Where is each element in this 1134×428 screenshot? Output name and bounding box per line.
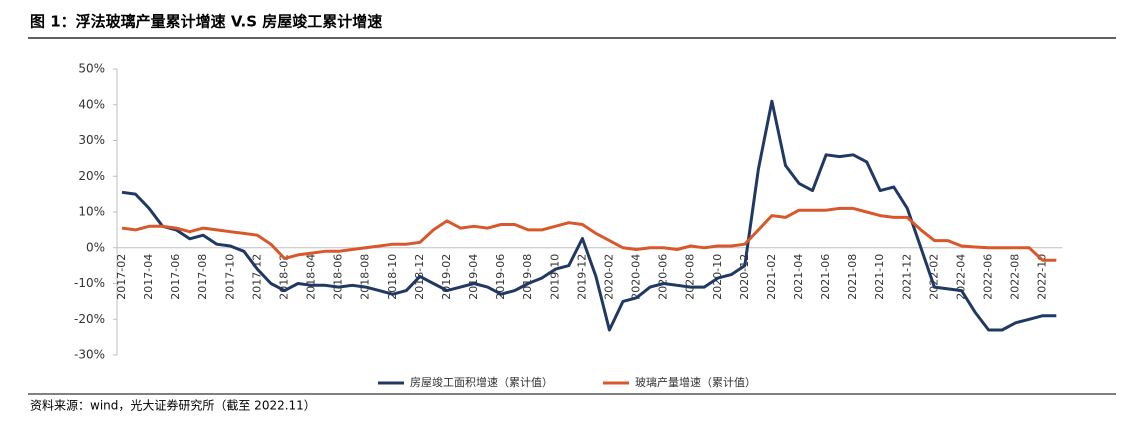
x-tick-label: 2017-02 (115, 254, 128, 300)
x-tick-label: 2021-04 (792, 254, 805, 300)
x-tick-label: 2019-10 (548, 254, 561, 300)
x-tick-label: 2018-06 (332, 254, 345, 300)
y-tick-label: -30% (74, 348, 105, 362)
y-tick-label: 20% (78, 169, 105, 183)
x-tick-label: 2018-04 (305, 254, 318, 300)
y-tick-label: -10% (74, 276, 105, 290)
x-tick-label: 2022-10 (1036, 254, 1049, 300)
x-tick-label: 2019-02 (440, 254, 453, 300)
x-tick-label: 2019-12 (575, 254, 588, 300)
y-tick-label: 40% (78, 97, 105, 111)
x-tick-label: 2022-08 (1009, 254, 1022, 300)
x-tick-label: 2021-12 (900, 254, 913, 300)
x-tick-label: 2020-12 (738, 254, 751, 300)
legend-label: 房屋竣工面积增速（累计值） (410, 375, 553, 389)
x-tick-label: 2017-08 (196, 254, 209, 300)
series-line (121, 99, 1057, 332)
source-note: 资料来源：wind，光大证券研究所（截至 2022.11） (30, 398, 316, 413)
x-tick-label: 2017-04 (142, 254, 155, 300)
x-tick-label: 2019-06 (494, 254, 507, 300)
x-tick-label: 2019-08 (521, 254, 534, 300)
x-tick-label: 2018-02 (277, 254, 290, 300)
x-tick-label: 2021-10 (873, 254, 886, 300)
y-tick-label: 30% (78, 133, 105, 147)
x-tick-label: 2022-06 (982, 254, 995, 300)
legend-label: 玻璃产量增速（累计值） (635, 375, 756, 389)
chart-title: 图 1：浮法玻璃产量累计增速 V.S 房屋竣工累计增速 (30, 13, 382, 31)
x-tick-label: 2020-08 (684, 254, 697, 300)
x-tick-label: 2022-04 (954, 254, 967, 300)
x-tick-label: 2020-02 (602, 254, 615, 300)
x-tick-label: 2021-06 (819, 254, 832, 300)
y-tick-label: -20% (74, 312, 105, 326)
x-tick-label: 2018-10 (386, 254, 399, 300)
x-tick-label: 2017-06 (169, 254, 182, 300)
x-tick-label: 2018-08 (359, 254, 372, 300)
y-tick-label: 50% (78, 62, 105, 76)
x-tick-label: 2019-04 (467, 254, 480, 300)
x-tick-label: 2021-02 (765, 254, 778, 300)
series-line (121, 206, 1057, 262)
y-tick-label: 0% (86, 240, 105, 254)
y-tick-label: 10% (78, 205, 105, 219)
x-tick-label: 2021-08 (846, 254, 859, 300)
x-tick-label: 2020-04 (630, 254, 643, 300)
x-tick-label: 2017-10 (223, 254, 236, 300)
x-tick-label: 2020-06 (657, 254, 670, 300)
